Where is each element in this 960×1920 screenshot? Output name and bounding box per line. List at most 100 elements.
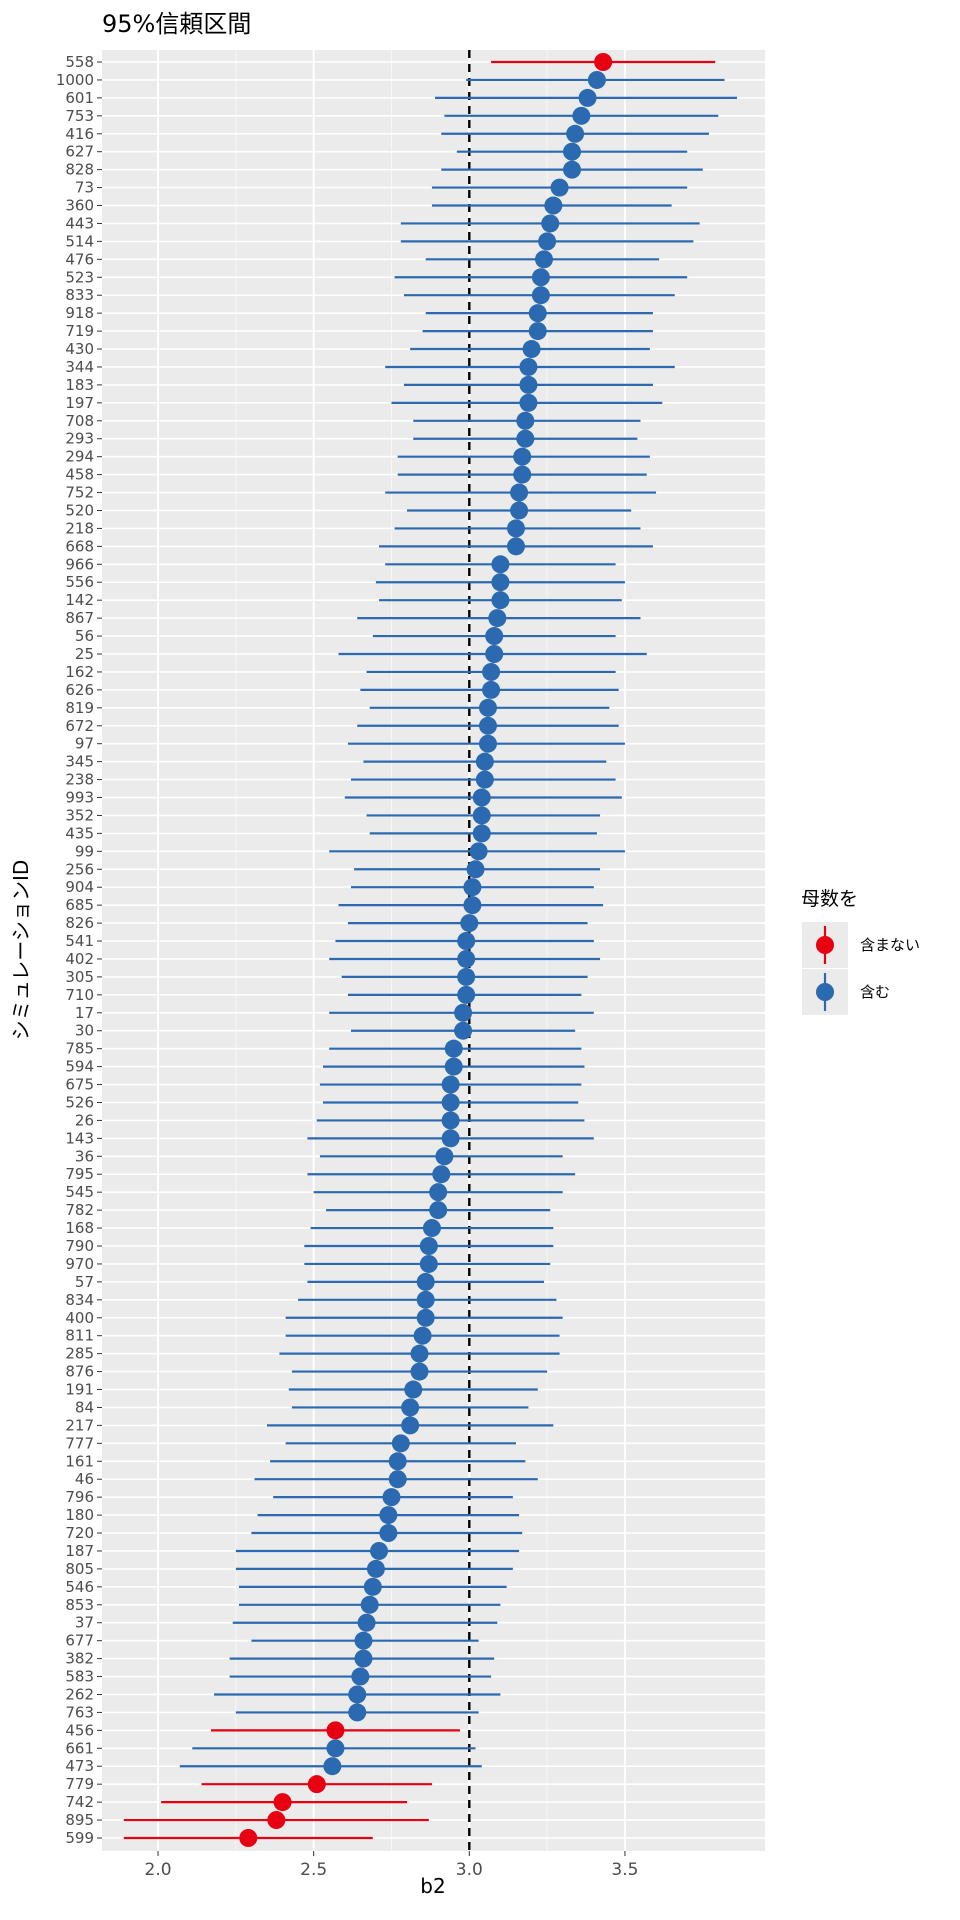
estimate-point <box>441 1111 460 1130</box>
y-tick-label: 777 <box>65 1434 94 1452</box>
y-tick-label: 162 <box>65 663 94 681</box>
y-tick-label: 25 <box>75 645 94 663</box>
estimate-point <box>410 1344 429 1363</box>
y-tick-label: 556 <box>65 573 94 591</box>
estimate-point <box>366 1559 385 1578</box>
estimate-point <box>388 1452 407 1471</box>
y-tick-label: 30 <box>75 1022 94 1040</box>
y-tick-label: 161 <box>65 1452 94 1470</box>
y-tick-label: 382 <box>65 1650 94 1668</box>
y-tick-label: 456 <box>65 1721 94 1739</box>
estimate-point <box>587 70 606 89</box>
estimate-point <box>463 878 482 897</box>
y-tick-label: 402 <box>65 950 94 968</box>
y-tick-label: 476 <box>65 250 94 268</box>
estimate-point <box>563 160 582 179</box>
estimate-point <box>475 752 494 771</box>
estimate-point <box>485 627 504 646</box>
estimate-point <box>469 842 488 861</box>
estimate-point <box>531 268 550 287</box>
estimate-point <box>463 896 482 915</box>
estimate-point <box>472 806 491 825</box>
estimate-point <box>429 1183 448 1202</box>
estimate-point <box>538 232 557 251</box>
estimate-point <box>357 1613 376 1632</box>
estimate-point <box>578 88 597 107</box>
chart-title: 95%信頼区間 <box>102 10 251 38</box>
estimate-point <box>419 1237 438 1255</box>
y-tick-label: 285 <box>65 1345 94 1363</box>
y-tick-label: 57 <box>75 1273 94 1291</box>
estimate-point <box>516 429 535 448</box>
estimate-point <box>391 1434 410 1453</box>
estimate-point <box>454 1003 473 1022</box>
estimate-group <box>239 53 613 1847</box>
y-tick-label: 99 <box>75 842 94 860</box>
y-tick-label: 546 <box>65 1578 94 1596</box>
y-tick-label: 435 <box>65 824 94 842</box>
estimate-point <box>416 1272 435 1291</box>
y-tick-label: 473 <box>65 1757 94 1775</box>
y-axis-title: シミュレーションID <box>9 860 33 1041</box>
y-tick-label: 344 <box>65 358 94 376</box>
estimate-point <box>441 1129 460 1148</box>
y-tick-label: 183 <box>65 376 94 394</box>
estimate-point <box>491 573 510 592</box>
y-tick-label: 782 <box>65 1201 94 1219</box>
plot-panel <box>102 50 765 1851</box>
estimate-point <box>239 1829 258 1847</box>
estimate-point <box>482 680 501 699</box>
y-tick-label: 668 <box>65 537 94 555</box>
x-tick-label: 2.5 <box>300 1860 327 1880</box>
y-tick-label: 352 <box>65 806 94 824</box>
y-tick-label: 918 <box>65 304 94 322</box>
estimate-point <box>513 465 532 484</box>
y-tick-label: 400 <box>65 1309 94 1327</box>
legend-key-not-contains-dot <box>816 936 834 954</box>
legend-key-contains-dot <box>816 983 834 1001</box>
estimate-point <box>531 286 550 305</box>
y-tick-label: 904 <box>65 878 94 896</box>
estimate-point <box>475 770 494 789</box>
y-tick-label: 753 <box>65 107 94 125</box>
y-tick-label: 218 <box>65 519 94 537</box>
estimate-point <box>519 357 538 376</box>
y-tick-label: 97 <box>75 735 94 753</box>
y-tick-label: 626 <box>65 681 94 699</box>
legend-label-not-contains: 含まない <box>860 936 920 954</box>
y-tick-label: 443 <box>65 214 94 232</box>
y-tick-label: 752 <box>65 484 94 502</box>
y-tick-label: 796 <box>65 1488 94 1506</box>
y-tick-label: 993 <box>65 789 94 807</box>
y-tick-label: 305 <box>65 968 94 986</box>
x-tick-label: 2.0 <box>145 1860 172 1880</box>
y-tick-label: 46 <box>75 1470 94 1488</box>
estimate-point <box>404 1380 423 1399</box>
y-tick-label: 661 <box>65 1739 94 1757</box>
y-tick-label: 217 <box>65 1416 94 1434</box>
y-tick-label: 197 <box>65 394 94 412</box>
estimate-point <box>454 1021 473 1040</box>
y-tick-label: 708 <box>65 412 94 430</box>
estimate-point <box>522 340 541 359</box>
estimate-point <box>370 1541 389 1560</box>
estimate-point <box>422 1219 441 1238</box>
estimate-point <box>460 914 479 933</box>
y-tick-label: 583 <box>65 1668 94 1686</box>
estimate-point <box>410 1362 429 1381</box>
y-tick-label: 970 <box>65 1255 94 1273</box>
estimate-point <box>478 698 497 717</box>
y-tick-label: 677 <box>65 1632 94 1650</box>
y-tick-label: 526 <box>65 1093 94 1111</box>
estimate-point <box>401 1398 420 1417</box>
y-tick-label: 685 <box>65 896 94 914</box>
y-tick-label: 710 <box>65 986 94 1004</box>
estimate-point <box>544 196 563 215</box>
estimate-point <box>444 1057 463 1076</box>
estimate-point <box>550 178 569 197</box>
estimate-point <box>379 1524 398 1543</box>
estimate-point <box>482 662 501 681</box>
estimate-point <box>441 1093 460 1112</box>
estimate-point <box>488 609 507 628</box>
